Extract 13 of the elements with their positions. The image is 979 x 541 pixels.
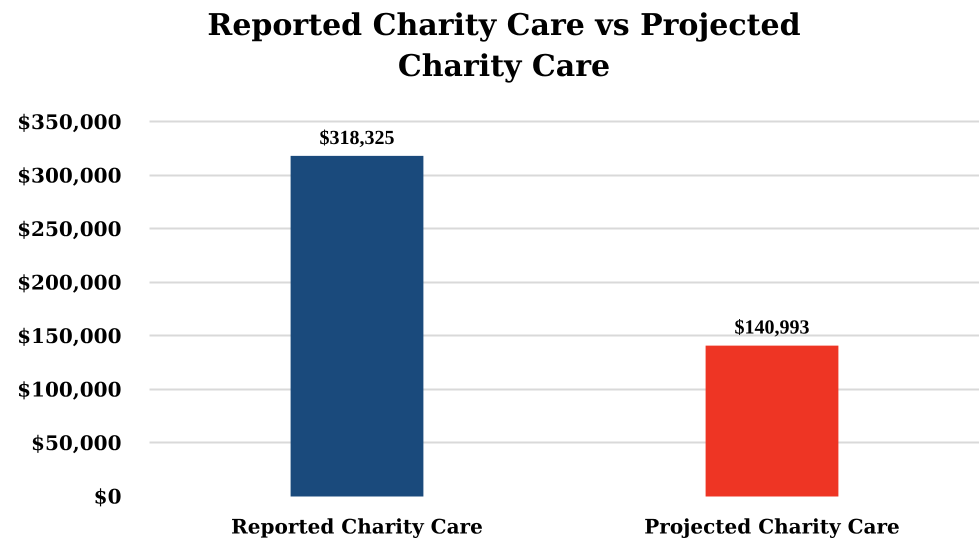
y-tick-label: $200,000: [17, 270, 122, 294]
y-tick-label: $250,000: [17, 216, 122, 241]
chart-title: Reported Charity Care vs Projected Charity Care: [206, 7, 802, 86]
x-tick-label: Projected Charity Care: [644, 514, 900, 538]
data-label: $318,325: [320, 126, 394, 149]
x-tick-label: Reported Charity Care: [231, 514, 483, 538]
y-tick-label: $350,000: [17, 110, 122, 134]
y-tick-label: $100,000: [17, 377, 122, 402]
y-tick-label: $150,000: [17, 324, 122, 348]
data-label: $140,993: [734, 316, 810, 339]
y-tick-label: $50,000: [31, 431, 122, 455]
y-tick-label: $300,000: [17, 163, 122, 188]
y-tick-label: $0: [94, 484, 122, 508]
